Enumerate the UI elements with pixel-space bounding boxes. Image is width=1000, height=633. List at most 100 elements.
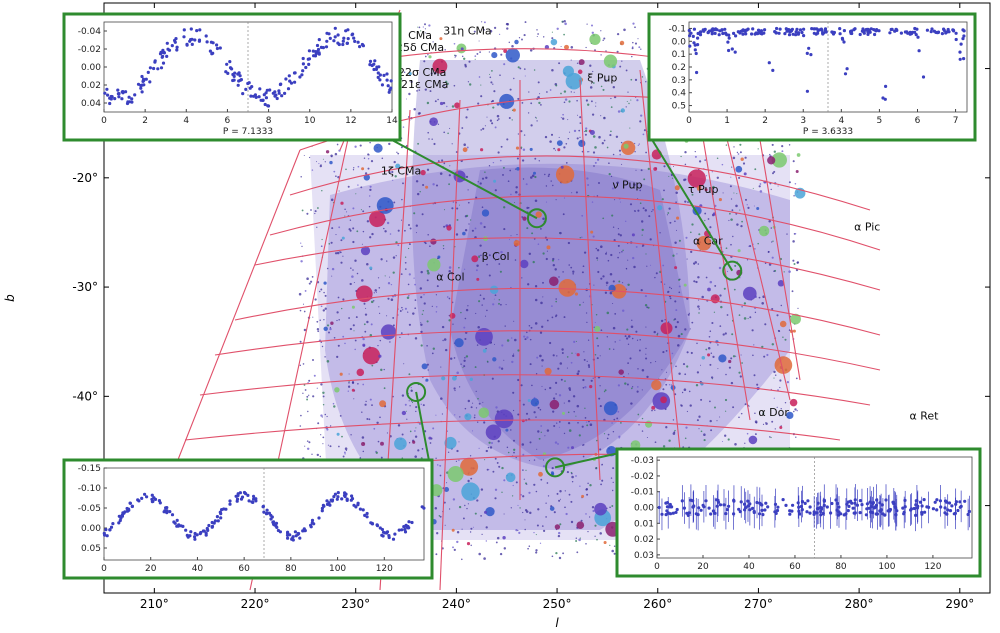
- star-point: [709, 363, 712, 366]
- star-point: [573, 410, 575, 413]
- bright-star: [485, 424, 502, 441]
- star-point: [328, 242, 331, 245]
- star-point: [367, 153, 370, 156]
- star-point: [535, 117, 537, 119]
- star-point: [352, 207, 355, 210]
- star-point: [675, 365, 677, 368]
- star-point: [484, 459, 486, 461]
- star-point: [466, 146, 469, 149]
- inset-point: [173, 40, 177, 44]
- star-point: [477, 181, 479, 183]
- star-point: [403, 363, 405, 365]
- star-point: [564, 490, 566, 492]
- star-point: [551, 555, 554, 558]
- star-point: [769, 153, 771, 156]
- x-tick-label: 290°: [945, 597, 974, 611]
- inset-point: [341, 42, 345, 47]
- inset-point: [315, 43, 320, 48]
- inset-point: [325, 39, 329, 43]
- inset-point: [109, 525, 114, 529]
- inset-y-tick-label: 0.0: [672, 37, 687, 47]
- inset-point: [193, 38, 197, 42]
- inset-point: [899, 31, 904, 35]
- star-point: [700, 430, 703, 433]
- inset-point: [244, 492, 248, 496]
- inset-point: [350, 33, 354, 37]
- star-point: [591, 506, 595, 509]
- star-point: [423, 302, 426, 305]
- inset-point: [745, 28, 749, 32]
- star-point: [408, 442, 411, 444]
- inset-point: [927, 505, 931, 509]
- star-point: [496, 114, 500, 118]
- star-point: [392, 179, 394, 181]
- star-point: [637, 144, 639, 147]
- star-point: [464, 317, 467, 320]
- inset-point: [918, 500, 923, 504]
- star-point: [481, 304, 483, 306]
- star-point: [553, 424, 556, 428]
- star-point: [791, 290, 794, 293]
- star-point: [788, 181, 791, 184]
- star-point: [643, 178, 646, 181]
- star-point: [401, 306, 403, 309]
- star-point: [399, 336, 401, 339]
- star-point: [351, 275, 354, 278]
- inset-point: [916, 35, 920, 39]
- star-point: [559, 362, 563, 365]
- inset-point: [293, 530, 297, 534]
- star-point: [794, 408, 797, 411]
- star-point: [704, 219, 706, 222]
- inset-point: [301, 62, 305, 66]
- star-point: [458, 459, 460, 462]
- inset-point: [777, 31, 781, 35]
- star-point: [303, 384, 306, 386]
- star-point: [555, 393, 557, 395]
- inset-point: [757, 28, 761, 32]
- star-point: [435, 184, 439, 187]
- inset-point: [322, 504, 326, 508]
- inset-point: [816, 501, 820, 505]
- inset-x-tick-label: 8: [266, 116, 272, 126]
- bright-star: [475, 328, 493, 346]
- star-point: [704, 212, 707, 215]
- star-point: [596, 257, 599, 260]
- inset-point: [817, 506, 821, 510]
- bright-star: [491, 52, 498, 59]
- inset-point: [943, 499, 948, 503]
- star-point: [734, 443, 737, 446]
- star-point: [540, 431, 542, 433]
- star-point: [557, 442, 559, 445]
- bright-star: [363, 174, 371, 181]
- inset-point: [148, 66, 152, 70]
- star-point: [600, 483, 602, 486]
- star-point: [773, 397, 775, 399]
- star-point: [478, 255, 481, 258]
- star-point: [600, 85, 603, 88]
- star-point: [555, 315, 557, 318]
- star-point: [339, 415, 342, 417]
- star-point: [324, 356, 326, 358]
- bright-star: [494, 409, 514, 429]
- star-point: [310, 280, 313, 283]
- bright-star: [619, 40, 625, 46]
- star-point: [600, 277, 603, 280]
- star-point: [795, 377, 798, 380]
- star-point: [448, 269, 451, 273]
- inset-point: [276, 528, 280, 533]
- inset-point: [805, 510, 809, 514]
- star-point: [482, 401, 484, 403]
- star-point: [534, 157, 537, 160]
- star-point: [610, 106, 613, 108]
- star-point: [728, 219, 730, 222]
- bright-star: [454, 102, 461, 109]
- inset-point: [236, 83, 240, 87]
- star-point: [403, 49, 406, 52]
- inset-point: [696, 513, 700, 517]
- star-point: [491, 442, 493, 444]
- inset-point: [842, 40, 846, 44]
- star-point: [465, 175, 469, 179]
- star-point: [771, 420, 774, 423]
- star-point: [711, 321, 714, 325]
- star-point: [590, 24, 594, 27]
